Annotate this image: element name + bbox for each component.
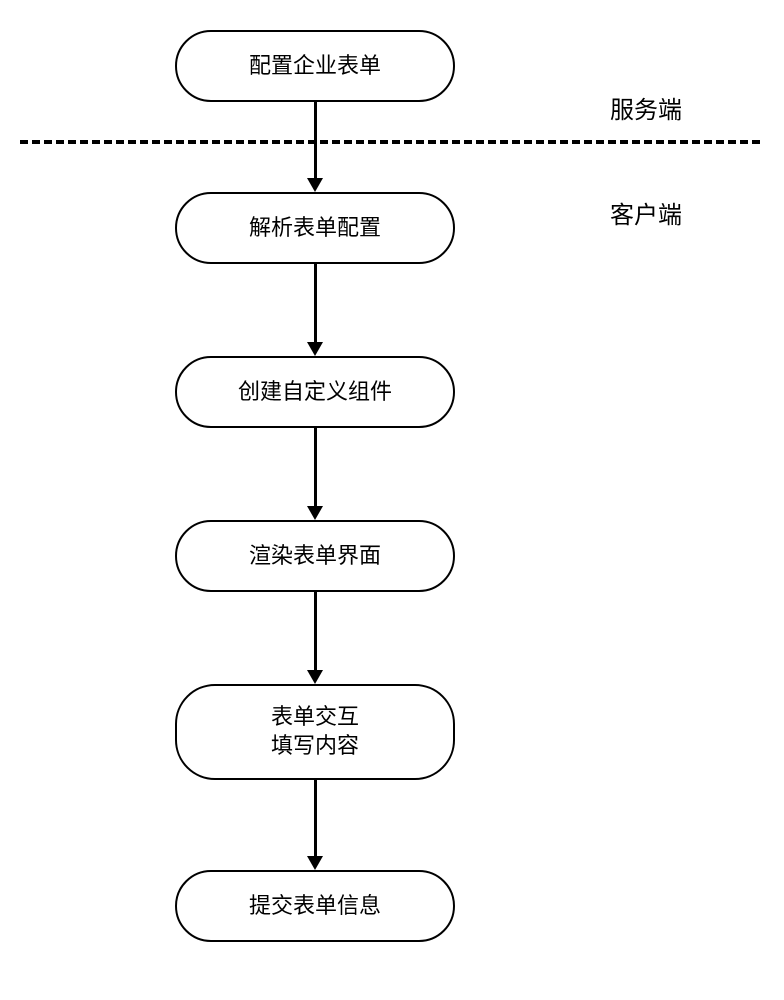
region-label-client: 客户端 [610, 195, 682, 230]
arrow-line [314, 592, 317, 670]
flow-node-label: 提交表单信息 [249, 892, 381, 921]
arrow-line [314, 102, 317, 178]
region-divider [20, 140, 760, 144]
arrow-head-icon [307, 178, 323, 192]
arrow-head-icon [307, 506, 323, 520]
flow-node-label: 表单交互填写内容 [271, 703, 359, 760]
flow-node: 表单交互填写内容 [175, 684, 455, 780]
flow-node-label: 创建自定义组件 [238, 378, 392, 407]
flow-node-label: 配置企业表单 [249, 52, 381, 81]
flow-node: 解析表单配置 [175, 192, 455, 264]
arrow-head-icon [307, 670, 323, 684]
flow-node-label: 渲染表单界面 [249, 542, 381, 571]
flow-node-label: 解析表单配置 [249, 214, 381, 243]
flowchart-canvas: 服务端 客户端 配置企业表单 解析表单配置 创建自定义组件 渲染表单界面 表单交… [0, 0, 784, 1000]
flow-node: 提交表单信息 [175, 870, 455, 942]
region-label-server: 服务端 [610, 90, 682, 125]
arrow-line [314, 428, 317, 506]
flow-node: 创建自定义组件 [175, 356, 455, 428]
arrow-head-icon [307, 342, 323, 356]
flow-node: 渲染表单界面 [175, 520, 455, 592]
arrow-line [314, 264, 317, 342]
arrow-line [314, 780, 317, 856]
flow-node: 配置企业表单 [175, 30, 455, 102]
arrow-head-icon [307, 856, 323, 870]
